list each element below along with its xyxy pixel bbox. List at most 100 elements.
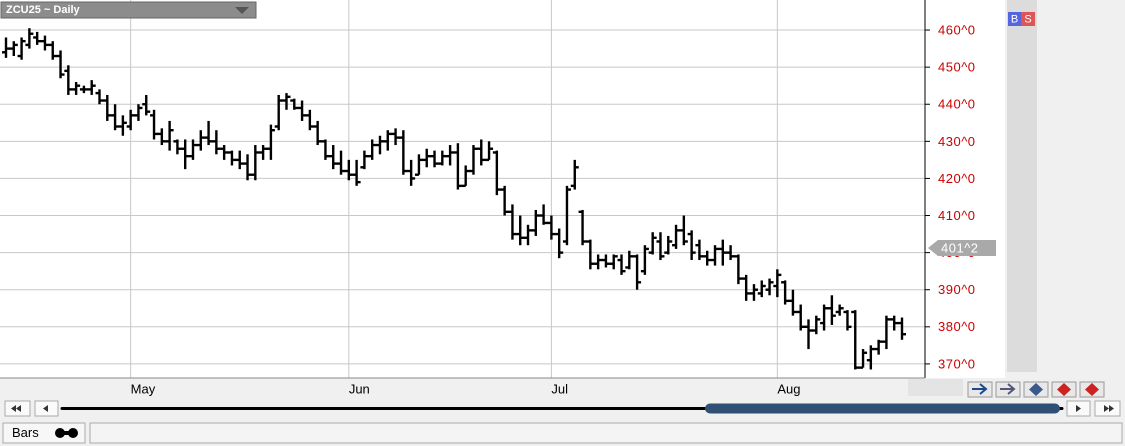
ohlc-bar	[360, 150, 369, 170]
ohlc-bar	[656, 232, 665, 261]
ohlc-bar	[898, 317, 906, 340]
ohlc-bar	[134, 104, 143, 121]
ohlc-bar	[438, 150, 447, 166]
y-tick-label: 380^0	[938, 319, 976, 334]
ohlc-bar	[87, 80, 96, 95]
ohlc-bar	[235, 150, 244, 170]
status-bar	[89, 422, 1123, 444]
ohlc-bar	[835, 304, 844, 316]
ohlc-bar	[679, 215, 688, 246]
ohlc-bar	[399, 130, 408, 175]
ohlc-bar	[640, 245, 649, 275]
ohlc-bar	[609, 254, 618, 270]
x-tick-label: Jul	[551, 381, 568, 396]
ohlc-bar	[742, 274, 751, 301]
y-tick-label: 420^0	[938, 171, 976, 186]
ohlc-bar	[150, 109, 159, 140]
side-strip	[1007, 0, 1037, 372]
ohlc-bar	[383, 130, 392, 151]
plot-area	[0, 0, 925, 378]
ohlc-bar	[492, 150, 501, 196]
ohlc-bar	[391, 128, 400, 146]
ohlc-bar	[672, 224, 681, 249]
ohlc-bar	[118, 115, 127, 136]
buy-label: B	[1011, 13, 1018, 25]
binocular-icon	[55, 428, 78, 438]
ohlc-bar	[212, 130, 221, 155]
ohlc-bar	[617, 254, 626, 275]
ohlc-bar	[539, 204, 548, 225]
y-tick-label: 460^0	[938, 22, 976, 37]
grid	[0, 0, 925, 378]
y-tick-label: 440^0	[938, 97, 976, 112]
ohlc-bar	[266, 124, 275, 160]
ohlc-bar	[274, 94, 283, 131]
scroll-icon	[43, 405, 48, 412]
ohlc-bar	[664, 235, 673, 255]
ohlc-bar	[298, 100, 307, 121]
icon-part	[60, 431, 73, 435]
ohlc-bar	[586, 239, 595, 270]
tool-icon	[1057, 383, 1071, 396]
ohlc-bar	[9, 41, 18, 57]
ohlc-bar	[79, 85, 88, 94]
ohlc-bar	[352, 159, 361, 186]
ohlc-bar	[485, 141, 494, 162]
y-tick-label: 430^0	[938, 134, 976, 149]
ohlc-bar	[259, 145, 268, 160]
y-tick-label: 450^0	[938, 60, 976, 75]
scroll-thumb[interactable]	[705, 403, 1060, 414]
ohlc-bar	[111, 104, 120, 131]
ohlc-bar	[562, 185, 571, 246]
y-tick-label: 370^0	[938, 356, 976, 371]
ohlc-bar	[469, 145, 478, 175]
ohlc-bar	[866, 345, 875, 370]
ohlc-bar	[305, 109, 314, 131]
ohlc-bar	[555, 228, 564, 259]
buy-button[interactable]	[1008, 12, 1021, 26]
ohlc-bar	[251, 145, 260, 181]
ohlc-bar	[601, 254, 610, 268]
ohlc-bar	[578, 209, 587, 246]
ohlc-bar	[718, 239, 727, 266]
corner-box	[908, 379, 963, 396]
ohlc-bar	[72, 81, 81, 95]
chart-style-selector[interactable]	[2, 422, 86, 444]
ohlc-bar	[344, 159, 353, 181]
y-axis: 370^0380^0390^0400^0410^0420^0430^0440^0…	[925, 22, 996, 371]
sell-label: S	[1024, 13, 1031, 25]
ohlc-bar	[461, 165, 470, 188]
ohlc-bar	[781, 280, 790, 305]
scroll-icon	[11, 405, 21, 412]
ohlc-bar	[773, 269, 782, 298]
ohlc-bar	[126, 109, 135, 131]
ohlc-bar	[843, 310, 852, 331]
ohlc-bar	[414, 154, 423, 176]
symbol-selector[interactable]	[0, 1, 257, 19]
ohlc-bar	[820, 304, 829, 331]
ohlc-bar	[500, 185, 509, 216]
ohlc-bar	[765, 278, 774, 296]
sell-button[interactable]	[1021, 12, 1035, 26]
ohlc-bar	[633, 254, 642, 290]
ohlc-bar	[243, 154, 252, 181]
ohlc-bar	[796, 304, 805, 331]
ohlc-bar	[95, 89, 104, 105]
ohlc-bar	[220, 145, 229, 160]
ohlc-bar	[64, 65, 73, 95]
ohlc-bar	[524, 224, 533, 246]
x-tick-label: Jun	[349, 381, 370, 396]
ohlc-bar	[508, 204, 517, 240]
ohlc-bar	[734, 254, 743, 285]
ohlc-bar	[695, 239, 704, 261]
ohlc-bar	[33, 31, 42, 45]
ohlc-bar	[453, 143, 462, 190]
ohlc-bar	[313, 120, 322, 146]
ohlc-bar	[142, 94, 151, 116]
ohlc-bar	[874, 339, 883, 355]
y-tick-label: 410^0	[938, 208, 976, 223]
ohlc-bar	[430, 150, 439, 168]
toolbar	[967, 381, 1105, 398]
